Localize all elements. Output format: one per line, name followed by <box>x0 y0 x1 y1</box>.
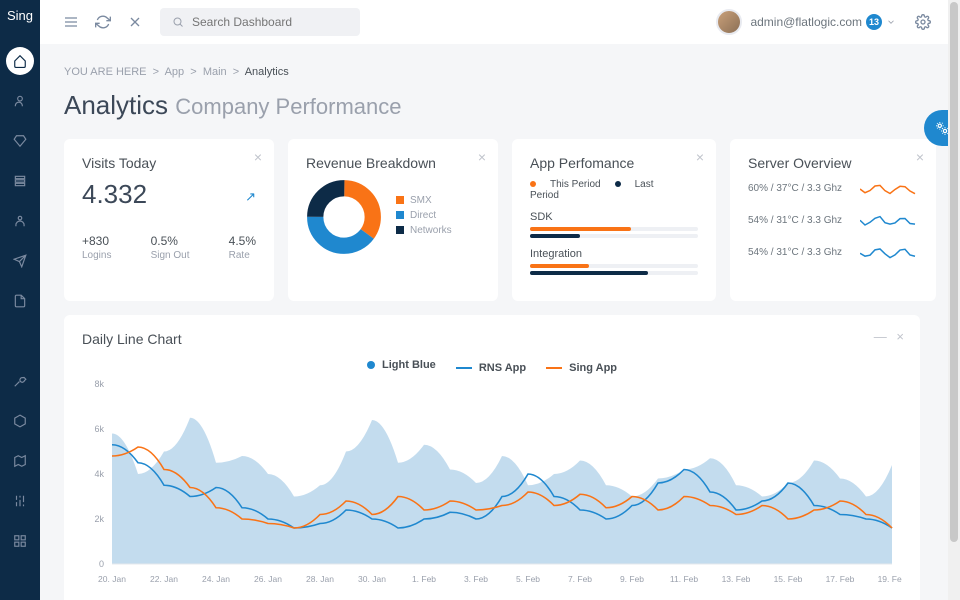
legend-item: RNS App <box>456 362 526 374</box>
sparkline <box>860 179 918 197</box>
donut-legend: SMX Direct Networks <box>396 195 452 240</box>
nav-tools-icon[interactable] <box>6 367 34 395</box>
legend-item: Light Blue <box>367 359 436 371</box>
server-card: × Server Overview 60% / 37°C / 3.3 Ghz 54… <box>730 139 936 301</box>
scrollbar-thumb[interactable] <box>950 2 958 542</box>
performance-legend: This PeriodLast Period <box>530 179 698 201</box>
legend-item: This Period <box>530 179 601 190</box>
server-row: 54% / 31°C / 3.3 Ghz <box>748 243 918 261</box>
svg-text:19. Feb: 19. Feb <box>878 574 902 584</box>
svg-text:1. Feb: 1. Feb <box>412 574 436 584</box>
scrollbar[interactable] <box>948 0 960 600</box>
svg-text:20. Jan: 20. Jan <box>98 574 126 584</box>
nav-map-icon[interactable] <box>6 447 34 475</box>
nav-stack-icon[interactable] <box>6 167 34 195</box>
svg-text:4k: 4k <box>94 469 104 479</box>
user-email: admin@flatlogic.com <box>750 15 862 29</box>
line-chart-card: Daily Line Chart — × Light Blue RNS App … <box>64 315 920 600</box>
performance-title: App Perfomance <box>530 155 698 171</box>
svg-text:9. Feb: 9. Feb <box>620 574 644 584</box>
user-menu[interactable]: admin@flatlogic.com 13 <box>716 9 896 35</box>
perf-item: Integration <box>530 248 698 275</box>
settings-icon[interactable] <box>910 9 936 35</box>
page-title: Analytics Company Performance <box>64 90 936 121</box>
card-close-icon[interactable]: × <box>916 149 924 165</box>
breadcrumb: YOU ARE HERE > App > Main > Analytics <box>64 66 936 78</box>
svg-text:24. Jan: 24. Jan <box>202 574 230 584</box>
visits-title: Visits Today <box>82 155 256 171</box>
stat-item: 0.5%Sign Out <box>151 234 190 261</box>
svg-text:5. Feb: 5. Feb <box>516 574 540 584</box>
nav-sliders-icon[interactable] <box>6 487 34 515</box>
server-row: 60% / 37°C / 3.3 Ghz <box>748 179 918 197</box>
sparkline <box>860 243 918 261</box>
server-row: 54% / 31°C / 3.3 Ghz <box>748 211 918 229</box>
svg-text:3. Feb: 3. Feb <box>464 574 488 584</box>
card-close-icon[interactable]: × <box>696 149 704 165</box>
nav-diamond-icon[interactable] <box>6 127 34 155</box>
legend-item: Sing App <box>546 362 617 374</box>
content: YOU ARE HERE > App > Main > Analytics An… <box>40 44 960 600</box>
svg-text:2k: 2k <box>94 514 104 524</box>
svg-text:15. Feb: 15. Feb <box>774 574 803 584</box>
svg-text:0: 0 <box>99 559 104 569</box>
trend-up-icon: ↗ <box>245 189 256 205</box>
svg-text:8k: 8k <box>94 379 104 389</box>
revenue-card: × Revenue Breakdown SMX Direct Networks <box>288 139 498 301</box>
svg-text:26. Jan: 26. Jan <box>254 574 282 584</box>
revenue-title: Revenue Breakdown <box>306 155 480 171</box>
visits-card: × Visits Today 4.332 ↗ +830Logins 0.5%Sig… <box>64 139 274 301</box>
nav-document-icon[interactable] <box>6 287 34 315</box>
topbar: admin@flatlogic.com 13 <box>40 0 960 44</box>
line-chart-title: Daily Line Chart <box>82 331 902 347</box>
chevron-down-icon <box>886 17 896 27</box>
search-icon <box>172 16 184 28</box>
svg-text:17. Feb: 17. Feb <box>826 574 855 584</box>
chart-close-icon[interactable]: × <box>896 329 904 344</box>
stat-item: 4.5%Rate <box>229 234 256 261</box>
server-title: Server Overview <box>748 155 918 171</box>
svg-text:6k: 6k <box>94 424 104 434</box>
sparkline <box>860 211 918 229</box>
refresh-icon[interactable] <box>90 9 116 35</box>
nav-grid-icon[interactable] <box>6 527 34 555</box>
svg-text:11. Feb: 11. Feb <box>670 574 698 584</box>
line-chart: 0 2k 4k 6k 8k 20. Jan 22. Jan 24. Jan 26. Jan 28.… <box>82 378 902 588</box>
performance-card: × App Perfomance This PeriodLast Period … <box>512 139 716 301</box>
legend-item: Networks <box>396 225 452 236</box>
nav-send-icon[interactable] <box>6 247 34 275</box>
legend-item: SMX <box>396 195 452 206</box>
brand-logo: Sing <box>7 8 33 23</box>
search-box[interactable] <box>160 8 360 36</box>
close-icon[interactable] <box>122 9 148 35</box>
svg-text:30. Jan: 30. Jan <box>358 574 386 584</box>
svg-text:22. Jan: 22. Jan <box>150 574 178 584</box>
svg-text:28. Jan: 28. Jan <box>306 574 334 584</box>
search-input[interactable] <box>192 15 348 29</box>
nav-users-icon[interactable] <box>6 87 34 115</box>
svg-text:7. Feb: 7. Feb <box>568 574 592 584</box>
nav-box-icon[interactable] <box>6 407 34 435</box>
menu-icon[interactable] <box>58 9 84 35</box>
perf-item: SDK <box>530 211 698 238</box>
card-close-icon[interactable]: × <box>254 149 262 165</box>
visits-value: 4.332 <box>82 179 256 210</box>
nav-dashboard-icon[interactable] <box>6 47 34 75</box>
donut-chart <box>306 179 382 255</box>
line-chart-legend: Light Blue RNS App Sing App <box>82 359 902 374</box>
chart-minimize-icon[interactable]: — <box>874 329 887 344</box>
avatar <box>716 9 742 35</box>
stat-item: +830Logins <box>82 234 111 261</box>
nav-profile-icon[interactable] <box>6 207 34 235</box>
svg-text:13. Feb: 13. Feb <box>722 574 751 584</box>
card-close-icon[interactable]: × <box>478 149 486 165</box>
legend-item: Direct <box>396 210 452 221</box>
sidebar: Sing <box>0 0 40 600</box>
notification-badge: 13 <box>866 14 882 30</box>
